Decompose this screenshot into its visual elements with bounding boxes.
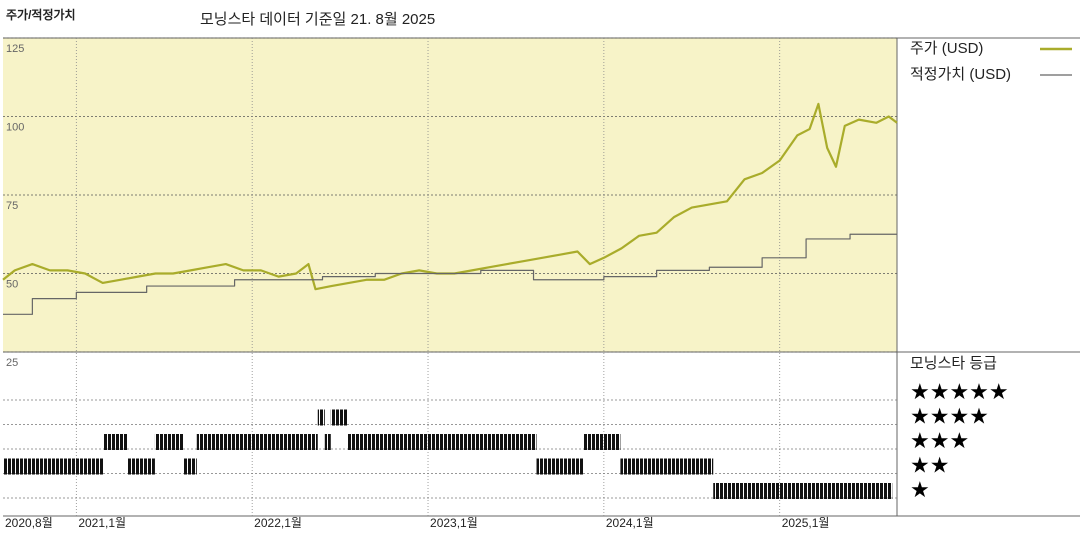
x-tick-label: 2021,1월 <box>78 516 126 530</box>
rating-bar <box>324 434 331 450</box>
x-tick-label: 2022,1월 <box>254 516 302 530</box>
rating-bar <box>196 434 318 450</box>
price-panel <box>3 38 897 352</box>
y-tick-label: 100 <box>6 121 24 133</box>
y-tick-label: 125 <box>6 43 24 55</box>
series-line <box>3 233 897 315</box>
legend-label: 적정가치 (USD) <box>910 66 1011 83</box>
rating-legend: ★★★★ <box>910 403 989 428</box>
rating-legend: ★★ <box>910 452 949 477</box>
y-tick-label: 50 <box>6 278 18 290</box>
rating-bar <box>583 434 621 450</box>
legend-label: 주가 (USD) <box>910 40 983 57</box>
rating-bar <box>183 458 197 475</box>
chart-subtitle: 모닝스타 데이터 기준일 21. 8월 2025 <box>200 11 435 28</box>
x-tick-label: 2024,1월 <box>606 516 654 530</box>
rating-title: 모닝스타 등급 <box>910 355 997 372</box>
x-tick-label: 2020,8월 <box>5 516 53 530</box>
x-tick-label: 2023,1월 <box>430 516 478 530</box>
y-tick-label: 25 <box>6 357 18 369</box>
rating-bar <box>536 458 584 475</box>
rating-bar <box>127 458 155 475</box>
x-tick-label: 2025,1월 <box>782 516 830 530</box>
rating-bar <box>713 483 893 499</box>
rating-bar <box>3 458 104 475</box>
rating-legend: ★★★★★ <box>910 379 1009 404</box>
y-tick-label: 75 <box>6 200 18 212</box>
rating-legend: ★★★ <box>910 428 969 453</box>
rating-bar <box>620 458 714 475</box>
chart-title: 주가/적정가치 <box>6 7 76 22</box>
rating-bar <box>103 434 128 450</box>
rating-bar <box>330 409 348 426</box>
rating-legend: ★ <box>910 477 930 502</box>
rating-bar <box>347 434 537 450</box>
series-line <box>2 102 898 291</box>
rating-bar <box>154 434 184 450</box>
rating-bar <box>317 409 325 426</box>
